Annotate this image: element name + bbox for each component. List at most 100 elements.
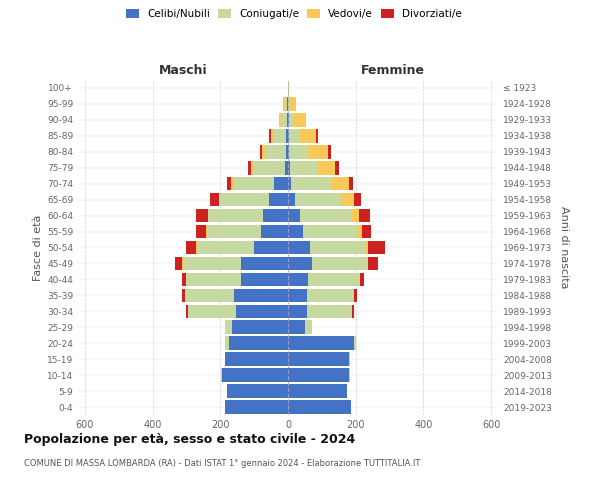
Y-axis label: Anni di nascita: Anni di nascita [559, 206, 569, 288]
Bar [360, 272, 364, 286]
Bar [354, 193, 361, 206]
Bar [354, 336, 356, 350]
Bar [288, 352, 349, 366]
Bar [269, 193, 288, 206]
Bar [288, 193, 295, 206]
Bar [262, 145, 266, 158]
Bar [196, 209, 208, 222]
Bar [185, 288, 234, 302]
Bar [226, 352, 288, 366]
Bar [227, 384, 288, 398]
Y-axis label: Fasce di età: Fasce di età [33, 214, 43, 280]
Bar [288, 400, 350, 414]
Bar [197, 240, 254, 254]
Bar [335, 161, 339, 174]
Text: Femmine: Femmine [361, 64, 425, 77]
Bar [349, 352, 350, 366]
Bar [292, 177, 332, 190]
Bar [288, 368, 349, 382]
Bar [227, 177, 231, 190]
Bar [208, 209, 263, 222]
Bar [266, 145, 286, 158]
Bar [288, 240, 310, 254]
Bar [352, 209, 359, 222]
Bar [271, 129, 274, 142]
Bar [359, 209, 370, 222]
Bar [182, 256, 183, 270]
Bar [226, 320, 232, 334]
Bar [283, 97, 286, 110]
Bar [234, 288, 288, 302]
Bar [251, 161, 254, 174]
Bar [229, 336, 288, 350]
Bar [349, 177, 353, 190]
Bar [317, 161, 335, 174]
Bar [354, 288, 357, 302]
Bar [254, 240, 288, 254]
Bar [328, 145, 331, 158]
Bar [361, 225, 371, 238]
Bar [288, 177, 292, 190]
Bar [358, 225, 361, 238]
Bar [300, 209, 352, 222]
Bar [308, 272, 359, 286]
Bar [289, 129, 299, 142]
Bar [316, 129, 318, 142]
Bar [288, 336, 354, 350]
Bar [206, 225, 207, 238]
Bar [288, 256, 312, 270]
Text: COMUNE DI MASSA LOMBARDA (RA) - Dati ISTAT 1° gennaio 2024 - Elaborazione TUTTIT: COMUNE DI MASSA LOMBARDA (RA) - Dati IST… [24, 459, 421, 468]
Text: Maschi: Maschi [158, 64, 208, 77]
Bar [288, 384, 347, 398]
Bar [221, 368, 222, 382]
Bar [288, 272, 308, 286]
Bar [196, 240, 197, 254]
Bar [241, 256, 288, 270]
Bar [187, 272, 241, 286]
Bar [284, 161, 288, 174]
Bar [224, 352, 226, 366]
Bar [207, 225, 261, 238]
Bar [349, 368, 350, 382]
Bar [220, 193, 269, 206]
Bar [288, 288, 307, 302]
Bar [288, 161, 290, 174]
Bar [222, 368, 288, 382]
Bar [307, 288, 354, 302]
Bar [235, 304, 288, 318]
Bar [366, 240, 368, 254]
Bar [332, 177, 349, 190]
Legend: Celibi/Nubili, Coniugati/e, Vedovi/e, Divorziati/e: Celibi/Nubili, Coniugati/e, Vedovi/e, Di… [122, 5, 466, 24]
Bar [231, 177, 234, 190]
Bar [218, 193, 220, 206]
Bar [261, 225, 288, 238]
Bar [289, 97, 290, 110]
Bar [288, 304, 307, 318]
Bar [286, 145, 288, 158]
Bar [368, 240, 385, 254]
Bar [226, 400, 288, 414]
Bar [312, 320, 313, 334]
Bar [290, 161, 317, 174]
Bar [352, 304, 354, 318]
Bar [308, 145, 328, 158]
Bar [254, 161, 284, 174]
Bar [289, 145, 308, 158]
Bar [288, 113, 289, 126]
Bar [234, 177, 274, 190]
Bar [288, 129, 289, 142]
Bar [299, 129, 316, 142]
Bar [224, 320, 226, 334]
Bar [288, 225, 303, 238]
Bar [182, 272, 187, 286]
Bar [274, 129, 286, 142]
Text: Popolazione per età, sesso e stato civile - 2024: Popolazione per età, sesso e stato civil… [24, 432, 355, 446]
Bar [182, 288, 185, 302]
Bar [232, 320, 288, 334]
Bar [303, 225, 358, 238]
Bar [282, 113, 287, 126]
Bar [312, 256, 368, 270]
Bar [260, 145, 262, 158]
Bar [196, 225, 206, 238]
Bar [310, 240, 366, 254]
